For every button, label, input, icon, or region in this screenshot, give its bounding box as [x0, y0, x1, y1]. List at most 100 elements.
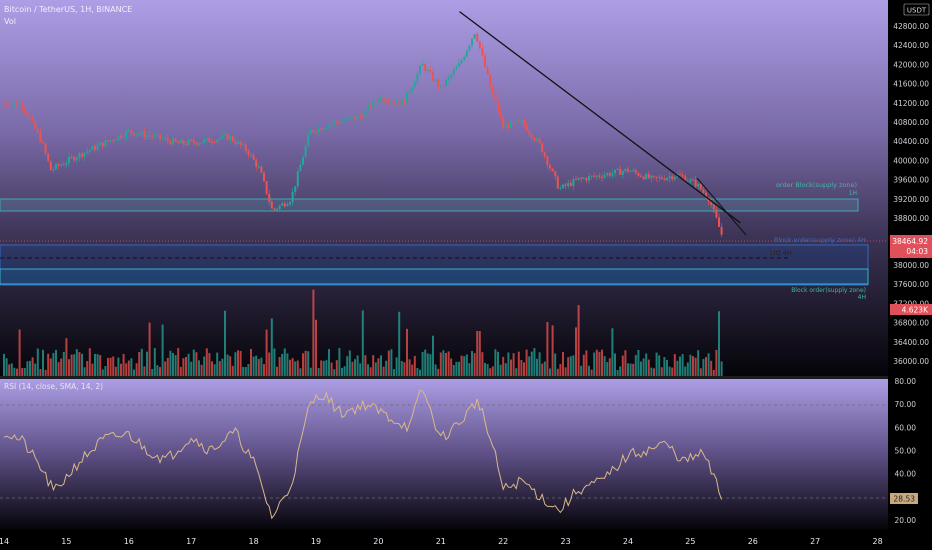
time-axis-bg[interactable] — [0, 530, 932, 550]
volume-bar — [299, 368, 302, 376]
price-axis-bg[interactable] — [888, 0, 932, 530]
candle-body — [689, 179, 692, 182]
candle-body — [250, 154, 252, 156]
trendline-2[interactable] — [696, 177, 747, 236]
volume-bar — [455, 361, 458, 376]
volume-bar — [317, 367, 320, 376]
volume-bar — [421, 352, 424, 376]
currency-badge[interactable]: USDT — [907, 7, 927, 15]
volume-bar — [125, 363, 128, 376]
candle-body — [348, 117, 351, 119]
volume-bar — [476, 331, 479, 376]
volume-bar — [234, 352, 237, 376]
volume-bar — [182, 358, 185, 376]
volume-bar — [153, 348, 156, 376]
trendline[interactable] — [459, 11, 741, 224]
volume-bar — [666, 359, 668, 376]
volume-bar — [244, 366, 247, 376]
candle-body — [273, 208, 276, 210]
volume-bar — [413, 355, 416, 376]
candle-body — [8, 104, 11, 107]
volume-bar — [712, 369, 715, 376]
candle-body — [491, 86, 494, 94]
symbol-title[interactable]: Bitcoin / TetherUS, 1H, BINANCE — [4, 5, 132, 14]
volume-badge: 4.623K — [902, 306, 929, 315]
rsi-tick-label: 40.00 — [895, 470, 917, 479]
volume-bar — [252, 356, 255, 376]
candle-body — [21, 104, 24, 109]
volume-bar — [270, 318, 273, 376]
volume-bar — [104, 366, 107, 376]
currency-badge-bg[interactable] — [903, 3, 930, 16]
candle-body — [117, 135, 120, 141]
volume-bar — [16, 368, 18, 376]
volume-bar — [647, 359, 650, 376]
volume-bar — [720, 361, 723, 376]
volume-bar — [504, 363, 507, 376]
volume-bar — [135, 363, 138, 376]
candle-body — [692, 179, 694, 181]
volume-bar — [556, 368, 559, 376]
candle-body — [455, 67, 458, 71]
candle-body — [200, 142, 203, 144]
candle-body — [637, 172, 640, 176]
candle-body — [385, 101, 388, 103]
volume-bar — [637, 350, 640, 376]
volume-bar — [203, 356, 206, 376]
volume-bar — [463, 356, 466, 376]
zone-upper[interactable] — [0, 198, 859, 212]
volume-bar — [580, 365, 583, 376]
candle-body — [107, 140, 109, 142]
rsi-line[interactable] — [3, 389, 723, 520]
candle-body — [450, 74, 453, 78]
volume-bar — [192, 349, 195, 376]
candle-body — [504, 124, 507, 128]
candle-body — [447, 77, 450, 80]
volume-bar — [283, 348, 286, 376]
price-tick-label: 42800.00 — [893, 22, 929, 31]
rsi-label[interactable]: RSI (14, close, SMA, 14, 2) — [4, 382, 103, 391]
candle-body — [598, 175, 601, 177]
volume-label[interactable]: Vol — [4, 17, 16, 26]
volume-bar — [10, 363, 13, 376]
rsi-tick-label: 20.00 — [895, 516, 917, 525]
candle-body — [382, 97, 385, 102]
volume-bar — [434, 364, 437, 376]
candle-body — [62, 164, 65, 166]
candle-body — [159, 134, 161, 139]
candle-body — [543, 152, 546, 157]
candle-body — [104, 140, 107, 147]
candle-body — [208, 137, 211, 142]
candle-body — [140, 131, 143, 135]
pane-separator[interactable] — [0, 376, 888, 379]
volume-bar — [494, 349, 497, 376]
candle-body — [338, 121, 341, 123]
candle-body — [424, 63, 427, 71]
volume-bar — [255, 355, 258, 376]
candle-body — [70, 156, 73, 158]
price-tick-label: 42400.00 — [893, 41, 929, 50]
candle-body — [239, 141, 242, 146]
volume-bar — [239, 350, 242, 376]
candle-body — [364, 109, 367, 118]
candle-body — [595, 175, 598, 177]
time-tick-label: 18 — [249, 537, 259, 546]
candle-body — [421, 63, 424, 66]
candle-body — [78, 153, 81, 158]
zone-lower[interactable] — [0, 244, 869, 286]
candle-body — [354, 116, 356, 120]
volume-bar — [369, 367, 372, 376]
volume-bar — [447, 351, 450, 376]
candle-body — [263, 172, 265, 181]
candle-body — [31, 118, 34, 121]
volume-bar — [109, 357, 112, 376]
volume-bar — [679, 356, 681, 376]
candle-body — [445, 79, 447, 87]
candle-body — [3, 102, 5, 104]
volume-bar — [663, 357, 666, 376]
candle-body — [44, 143, 47, 154]
volume-bar — [359, 363, 362, 376]
volume-bar — [458, 361, 460, 376]
